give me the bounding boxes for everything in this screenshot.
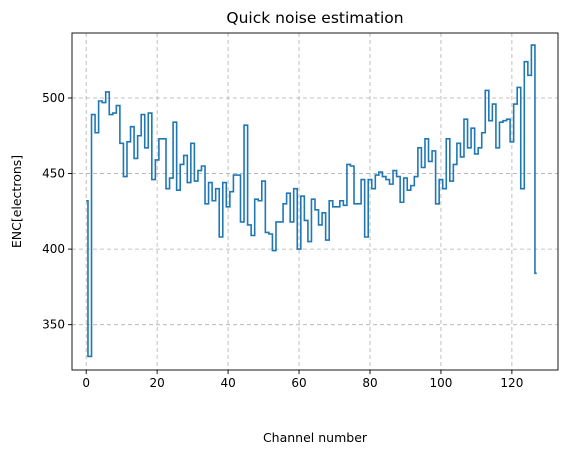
x-axis-label: Channel number	[263, 430, 368, 445]
y-tick-label: 350	[42, 318, 65, 332]
chart-title: Quick noise estimation	[226, 9, 403, 27]
y-tick-label: 450	[42, 167, 65, 181]
y-axis-label: ENC[electrons]	[9, 155, 24, 248]
x-tick-label: 120	[500, 376, 523, 390]
y-tick-label: 400	[42, 242, 65, 256]
y-tick-label: 500	[42, 91, 65, 105]
x-tick-label: 100	[429, 376, 452, 390]
x-tick-label: 60	[291, 376, 306, 390]
plot-frame	[71, 32, 559, 371]
grid-lines	[72, 33, 558, 370]
x-tick-label: 80	[362, 376, 377, 390]
x-tick-label: 20	[149, 376, 164, 390]
x-tick-label: 40	[220, 376, 235, 390]
axis-ticks: 0 20 40 60 80 100 120 350 400 450 500	[42, 91, 523, 390]
x-tick-label: 0	[82, 376, 90, 390]
enc-step-series	[86, 44, 537, 358]
